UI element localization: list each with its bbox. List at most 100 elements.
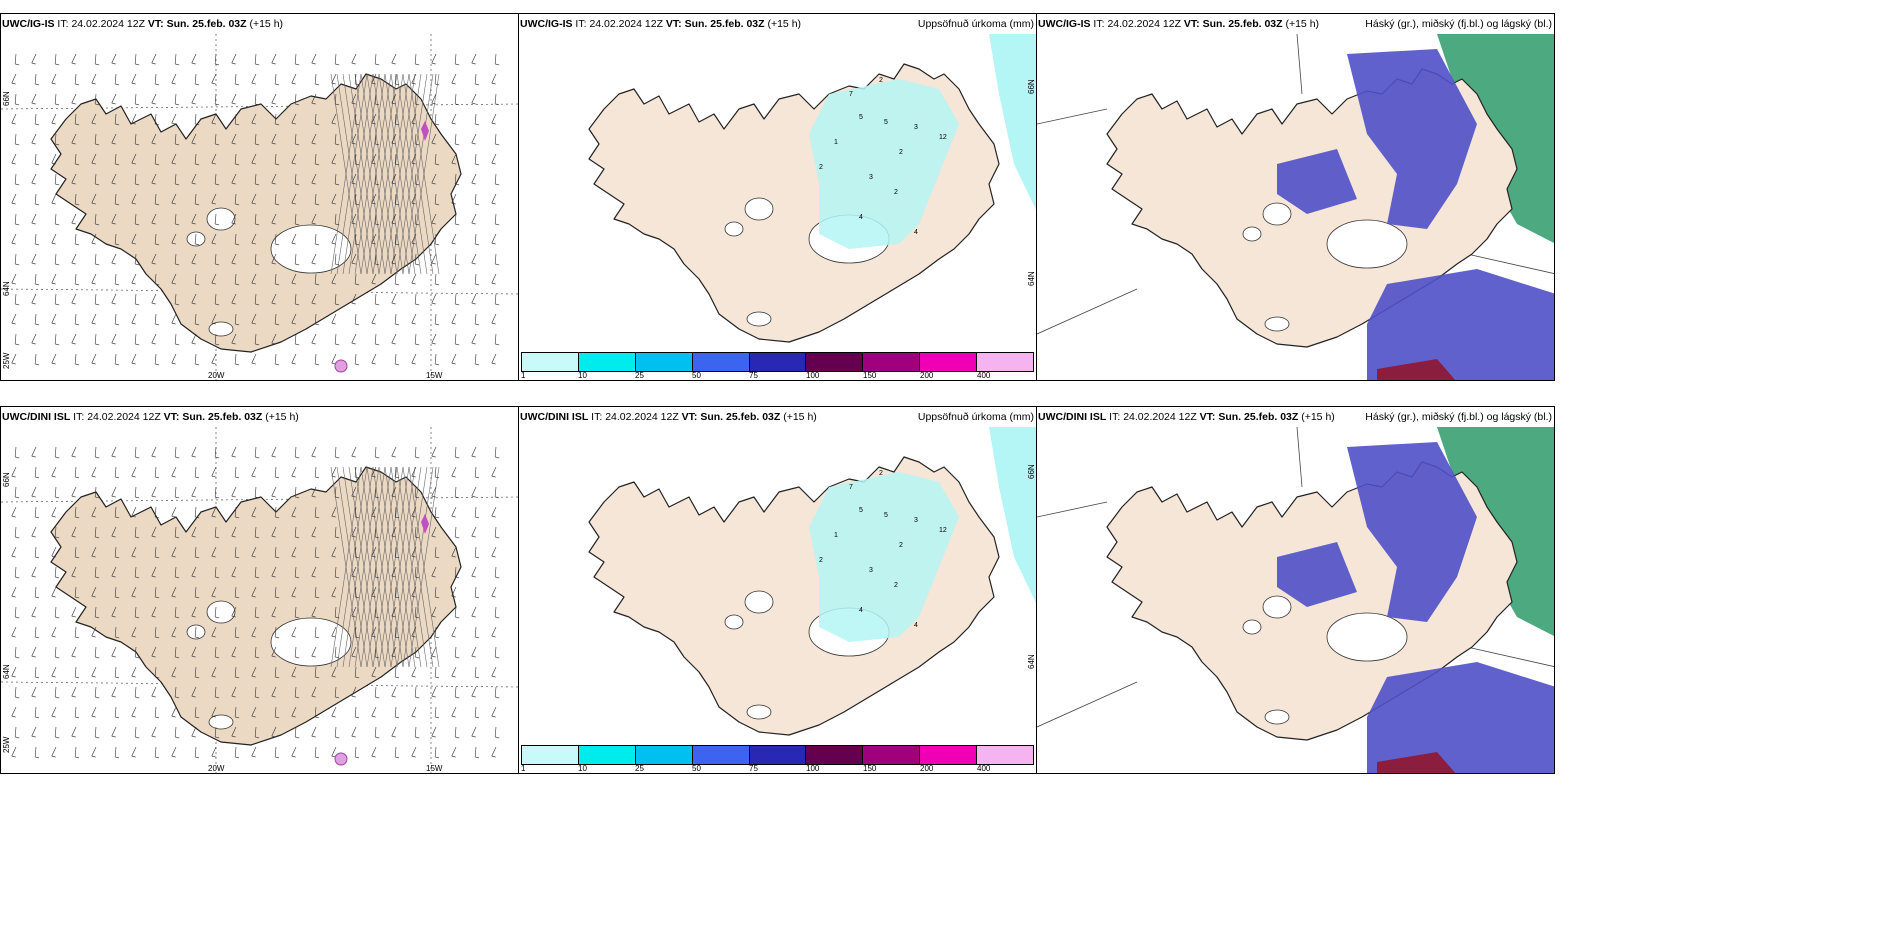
wind-barb-flag [175,303,180,306]
wind-barb [351,726,357,737]
precip-colorbar: 1 10 25 50 75 100 150 200 400 [519,352,1036,380]
wind-barb-flag [35,636,40,639]
colorbar-swatch [692,353,750,371]
wind-barb-flag [171,635,176,638]
wind-barb-flag [495,616,500,619]
wind-barb [131,153,137,164]
wind-barb-flag [335,456,340,459]
wind-barb-flag [191,735,196,738]
wind-barb [331,113,337,124]
wind-barb-flag [291,595,296,598]
lat-66-label: 66N [2,472,11,487]
wind-barb [151,333,157,344]
glacier-langjokull [206,600,236,624]
wind-barb [294,566,297,577]
wind-barb-flag [235,676,240,679]
wind-barb [431,293,437,304]
wind-barb [154,353,157,364]
precip-value-label: 3 [914,517,918,524]
wind-barb-flag [255,263,260,266]
wind-barb-flag [111,615,116,618]
wind-barb [114,353,117,364]
wind-barb-flag [391,182,396,185]
wind-barb [34,313,37,324]
wind-barb [91,313,97,324]
wind-barb [494,606,497,617]
wind-barb [154,113,157,124]
wind-barb-flag [495,63,500,66]
wind-barb [171,273,177,284]
wind-barb [214,646,217,657]
wind-barb-flag [371,82,376,85]
wind-barb-flag [175,143,180,146]
wind-barb [454,606,457,617]
wind-barb [211,73,217,84]
wind-barb [154,586,157,597]
wind-barb [214,333,217,344]
wind-barb-flag [55,656,60,659]
wind-barb-flag [235,283,240,286]
wind-barb [74,706,77,717]
wind-barb-flag [351,735,356,738]
wind-barb [214,93,217,104]
wind-barb [174,333,177,344]
wind-barb-flag [271,182,276,185]
wind-barb-flag [231,182,236,185]
wind-barb [11,626,17,637]
wind-barb-flag [175,736,180,739]
wind-barb-flag [175,536,180,539]
wind-barb-flag [271,735,276,738]
wind-barb-flag [395,323,400,326]
wind-barb [411,73,417,84]
wind-barb [434,466,437,477]
wind-barb [494,526,497,537]
wind-barb-flag [91,242,96,245]
wind-barb [111,446,117,457]
wind-barb-flag [91,595,96,598]
wind-barb-flag [335,536,340,539]
wind-barb [94,213,97,224]
wind-barb-flag [411,515,416,518]
wind-barb-flag [331,162,336,165]
wind-barb [151,606,157,617]
wind-barb-flag [91,162,96,165]
wind-barb-flag [35,283,40,286]
wind-barb-flag [451,282,456,285]
wind-barb-flag [451,755,456,758]
wind-barb-flag [391,575,396,578]
wind-barb [251,313,257,324]
wind-barb-flag [211,202,216,205]
wind-barb-flag [251,282,256,285]
wind-barb [311,646,317,657]
wind-barb [151,93,157,104]
wind-barb-flag [415,183,420,186]
wind-barb-flag [75,596,80,599]
wind-barb [234,273,237,284]
wind-barb-flag [311,535,316,538]
wind-barb-flag [175,263,180,266]
wind-barb-flag [31,655,36,658]
wind-barb-flag [51,242,56,245]
wind-barb-flag [11,635,16,638]
wind-barb-flag [491,755,496,758]
iceland-landmass [50,73,462,353]
wind-barb-flag [35,596,40,599]
wind-barb-flag [231,142,236,145]
wind-barb-flag [411,362,416,365]
wind-barb-flag [31,342,36,345]
wind-barb [254,486,257,497]
wind-barb [354,746,357,757]
wind-barb [11,113,17,124]
wind-barb [454,93,457,104]
wind-barb-flag [15,223,20,226]
wind-barb [51,546,57,557]
wind-barb [94,566,97,577]
wind-barb [74,466,77,477]
wind-barb-flag [35,756,40,759]
wind-barb [14,446,17,457]
precip-value-label: 3 [914,124,918,131]
wind-barb-flag [155,556,160,559]
wind-barb [274,746,277,757]
wind-barb [451,273,457,284]
